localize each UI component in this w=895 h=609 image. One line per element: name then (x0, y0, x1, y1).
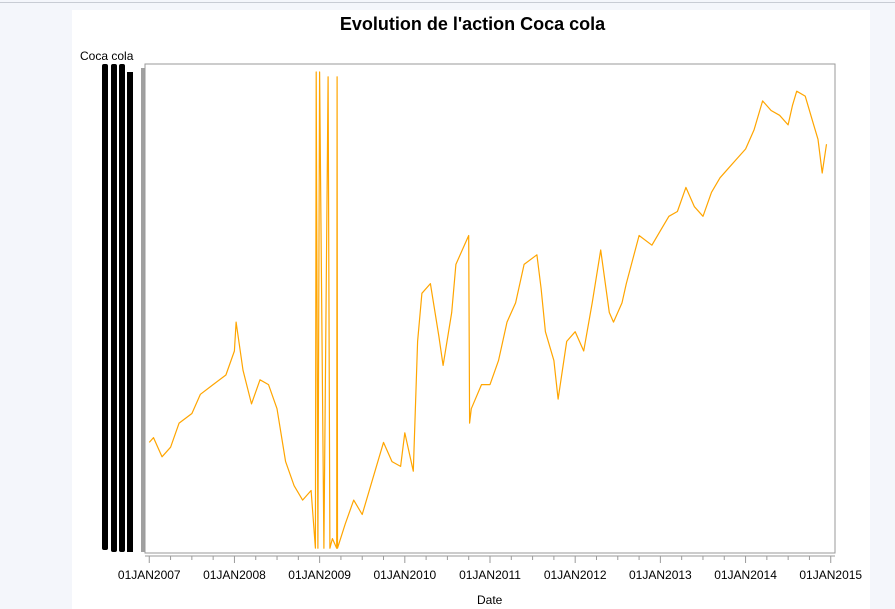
plot-frame (144, 63, 836, 554)
x-tick-label: 01JAN2010 (373, 568, 436, 582)
x-tick-label: 01JAN2009 (288, 568, 351, 582)
x-tick-label: 01JAN2011 (459, 568, 521, 582)
series-line-coca-cola (148, 71, 828, 549)
x-tick-label: 01JAN2014 (714, 568, 777, 582)
x-tick-label: 01JAN2008 (203, 568, 266, 582)
chart-title: Evolution de l'action Coca cola (339, 14, 606, 34)
x-axis-label: Date (477, 593, 503, 607)
y-axis-label: Coca cola (80, 49, 134, 63)
window-top-border (0, 2, 895, 3)
x-tick-label: 01JAN2013 (629, 568, 692, 582)
y-axis-tick-labels-garbled (102, 64, 145, 552)
x-tick-label: 01JAN2015 (799, 568, 862, 582)
x-tick-label: 01JAN2007 (118, 568, 181, 582)
x-tick-label: 01JAN2012 (544, 568, 607, 582)
